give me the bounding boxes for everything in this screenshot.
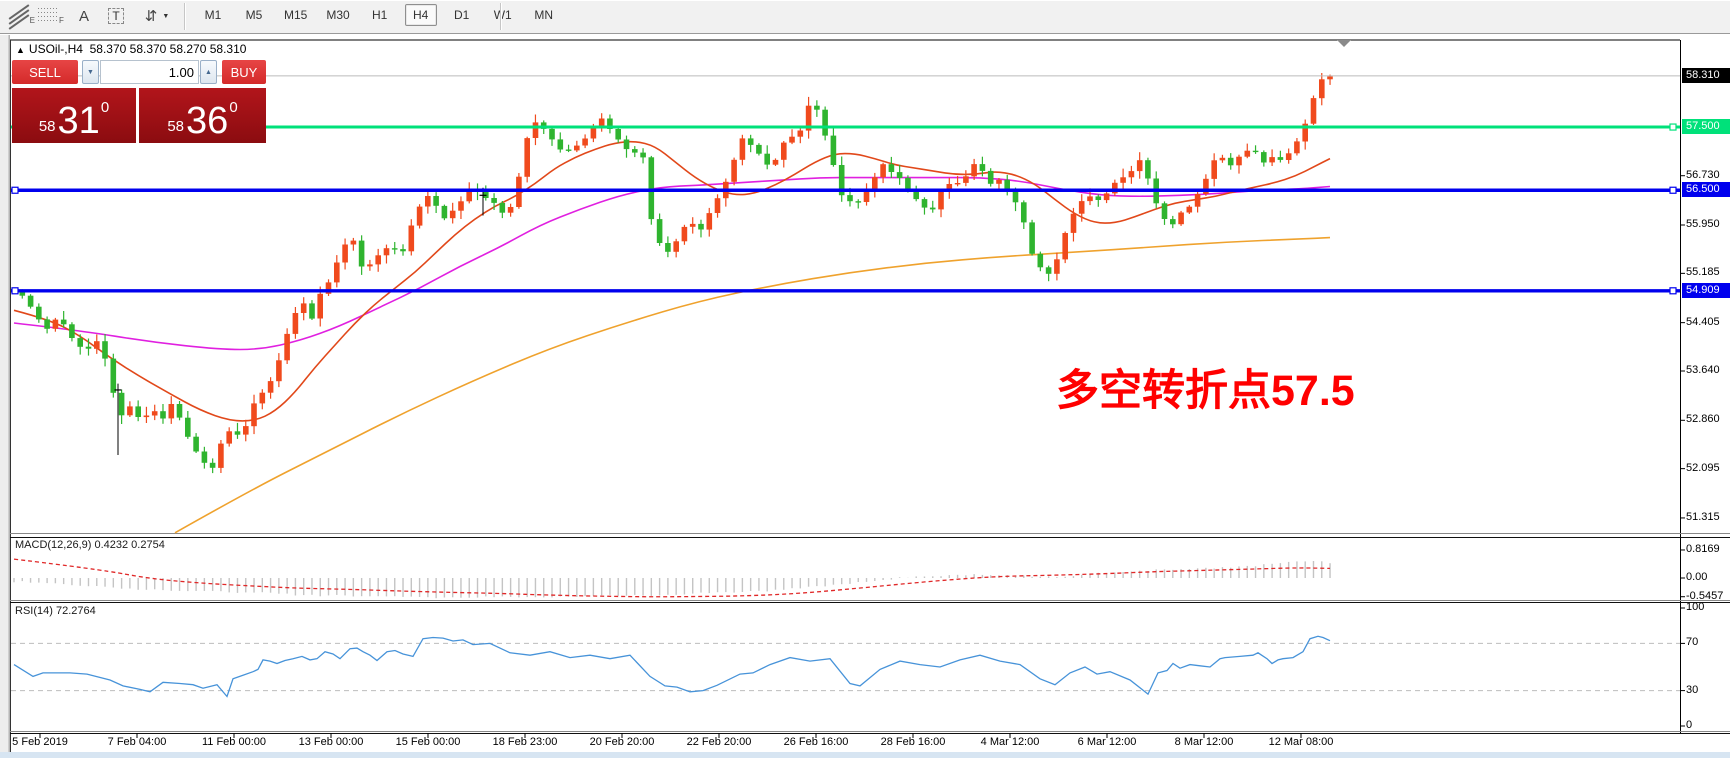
pane-borders bbox=[10, 39, 1730, 752]
level-price-badge: 54.909 bbox=[1682, 282, 1730, 298]
price-tick-label: 55.950 bbox=[1686, 218, 1720, 230]
bottom-strip bbox=[0, 752, 1730, 758]
sell-button[interactable]: SELL bbox=[12, 60, 78, 84]
tool-sub-label: E bbox=[29, 16, 35, 25]
macd-signal-line bbox=[13, 558, 1331, 598]
buy-button[interactable]: BUY bbox=[222, 60, 266, 84]
sell-price[interactable]: 58 31 0 bbox=[12, 88, 139, 143]
arrows-glyph: ⇵ bbox=[144, 8, 158, 25]
time-tick-label: 18 Feb 23:00 bbox=[492, 736, 558, 748]
buy-price[interactable]: 58 36 0 bbox=[139, 88, 266, 143]
timeframe-button-mn[interactable]: MN bbox=[534, 8, 554, 22]
sell-price-sup: 0 bbox=[100, 99, 110, 116]
equidistant-channel-tool-icon[interactable]: E bbox=[8, 4, 35, 30]
timeframe-button-w1[interactable]: W1 bbox=[493, 8, 512, 22]
time-tick-label: 12 Mar 08:00 bbox=[1268, 736, 1334, 748]
rsi-scale-label: 30 bbox=[1686, 683, 1699, 696]
left-gutter bbox=[0, 35, 10, 758]
rsi-pane bbox=[11, 635, 1680, 698]
chart-annotation-text: 多空转折点57.5 bbox=[1056, 367, 1355, 415]
volume-value: 1.00 bbox=[168, 64, 194, 80]
dot-grid-icon bbox=[38, 8, 59, 24]
price-tick-label: 53.640 bbox=[1686, 364, 1720, 376]
one-click-trading-panel: SELL ▼ 1.00 ▲ BUY 58 31 0 58 36 0 bbox=[12, 60, 266, 143]
time-tick-label: 22 Feb 20:00 bbox=[686, 736, 752, 748]
price-tick-label: 51.315 bbox=[1686, 510, 1720, 523]
doji-markers bbox=[114, 187, 487, 456]
sell-price-big: 31 bbox=[57, 99, 100, 142]
time-tick-label: 8 Mar 12:00 bbox=[1174, 736, 1234, 748]
spin-up-icon: ▲ bbox=[205, 68, 212, 76]
time-tick-label: 5 Feb 2019 bbox=[12, 736, 68, 748]
collapse-triangle-icon[interactable]: ▲ bbox=[16, 45, 25, 55]
rsi-scale-label: 100 bbox=[1686, 601, 1705, 613]
arrows-tool-icon[interactable]: ⇵ ▼ bbox=[140, 4, 174, 28]
time-tick-label: 11 Feb 00:00 bbox=[201, 736, 267, 748]
chart-shift-marker[interactable] bbox=[1337, 40, 1351, 47]
time-tick-label: 15 Feb 00:00 bbox=[395, 736, 461, 748]
macd-scale-label: 0.8169 bbox=[1686, 542, 1720, 555]
text-label-glyph: A bbox=[78, 7, 89, 25]
price-scale[interactable]: 56.730 55.950 55.185 54.405 53.640 52.860 52.0… bbox=[1681, 0, 1730, 758]
time-tick-label: 28 Feb 16:00 bbox=[880, 736, 946, 748]
top-toolbar: E F A T ⇵ ▼ M1 M5 M15 M30 H1 H4 D1 W1 MN bbox=[0, 0, 1730, 34]
macd-scale-label: -0.5457 bbox=[1686, 589, 1724, 602]
time-tick-label: 26 Feb 16:00 bbox=[783, 736, 849, 748]
volume-input[interactable]: 1.00 bbox=[100, 60, 199, 84]
candlesticks bbox=[11, 73, 1333, 474]
text-box-glyph: T bbox=[108, 8, 124, 24]
tool-sub-label: F bbox=[59, 16, 64, 25]
timeframe-button-h4[interactable]: H4 bbox=[404, 4, 437, 26]
price-tick-label: 52.860 bbox=[1686, 413, 1720, 426]
timeframe-button-m1[interactable]: M1 bbox=[204, 8, 222, 22]
bid-ask-prices: 58 31 0 58 36 0 bbox=[12, 88, 266, 143]
timeframe-button-d1[interactable]: D1 bbox=[454, 8, 470, 22]
price-tick-label: 55.185 bbox=[1686, 266, 1720, 279]
time-tick-label: 13 Feb 00:00 bbox=[298, 736, 364, 748]
chart-title: ▲ USOil-,H4 58.370 58.370 58.270 58.310 bbox=[16, 42, 246, 56]
rsi-line bbox=[13, 635, 1331, 698]
symbol-period-label: USOil-,H4 bbox=[28, 42, 83, 56]
ohlc-values: 58.370 58.370 58.270 58.310 bbox=[89, 42, 247, 56]
time-tick-label: 4 Mar 12:00 bbox=[980, 736, 1040, 748]
spin-down-icon: ▼ bbox=[87, 68, 94, 76]
text-label-tool-icon[interactable]: A bbox=[74, 4, 94, 28]
volume-increase-button[interactable]: ▲ bbox=[200, 60, 217, 84]
sell-price-small: 58 bbox=[38, 118, 56, 135]
rsi-scale-label: 0 bbox=[1686, 719, 1693, 731]
level-price-badge: 57.500 bbox=[1682, 119, 1730, 135]
timeframe-button-h1[interactable]: H1 bbox=[372, 8, 388, 22]
chevron-down-icon: ▼ bbox=[162, 12, 170, 20]
price-tick-label: 52.095 bbox=[1686, 461, 1720, 474]
toolbar-separator bbox=[500, 3, 502, 30]
fibonacci-tool-icon[interactable]: F bbox=[38, 4, 64, 28]
timeframe-button-m15[interactable]: M15 bbox=[284, 8, 308, 22]
rsi-indicator-label: RSI(14) 72.2764 bbox=[15, 605, 96, 617]
price-tick-label: 54.405 bbox=[1686, 315, 1720, 328]
buy-price-small: 58 bbox=[167, 118, 185, 135]
ma_mid-line bbox=[13, 176, 1331, 351]
price-tick-label: 56.730 bbox=[1686, 168, 1720, 181]
macd-pane bbox=[13, 558, 1331, 599]
time-tick-label: 6 Mar 12:00 bbox=[1077, 736, 1137, 748]
timeframe-group: M1 M5 M15 M30 H1 H4 D1 W1 MN bbox=[197, 4, 560, 26]
timeframe-button-m5[interactable]: M5 bbox=[245, 8, 263, 22]
text-box-tool-icon[interactable]: T bbox=[104, 4, 128, 28]
macd-scale-label: 0.00 bbox=[1686, 571, 1708, 583]
level-lines bbox=[11, 123, 1680, 295]
rsi-scale-label: 70 bbox=[1686, 636, 1699, 649]
moving-averages bbox=[13, 140, 1331, 534]
timeframe-button-m30[interactable]: M30 bbox=[326, 8, 350, 22]
time-tick-label: 7 Feb 04:00 bbox=[107, 736, 167, 748]
toolbar-separator bbox=[184, 3, 186, 30]
buy-price-big: 36 bbox=[186, 99, 229, 142]
level-price-badge: 56.500 bbox=[1682, 182, 1730, 198]
current-price-badge: 58.310 bbox=[1682, 67, 1730, 83]
buy-price-sup: 0 bbox=[229, 99, 238, 116]
volume-decrease-button[interactable]: ▼ bbox=[82, 60, 99, 84]
time-tick-label: 20 Feb 20:00 bbox=[589, 736, 655, 748]
macd-indicator-label: MACD(12,26,9) 0.4232 0.2754 bbox=[15, 539, 165, 551]
